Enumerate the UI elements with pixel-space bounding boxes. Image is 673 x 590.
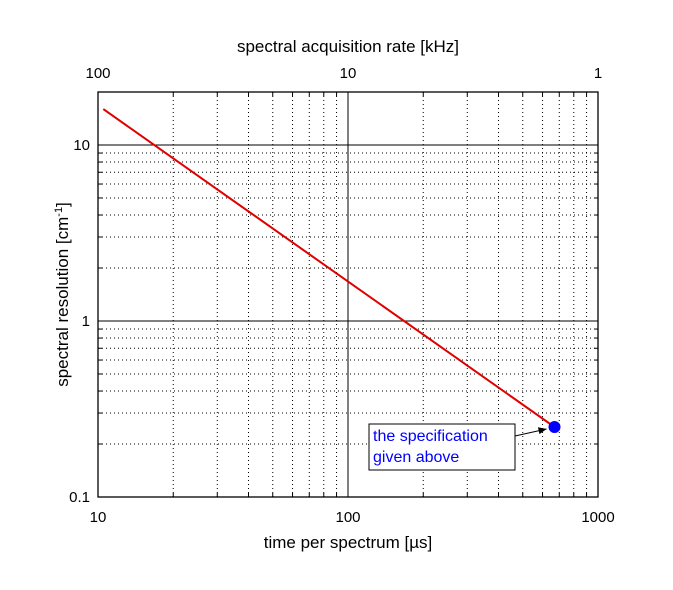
axis-ticks: [97, 91, 598, 498]
annotation-layer: the specification given above: [368, 423, 547, 471]
annotation-box: [368, 423, 516, 471]
x2-tick-label: 1: [594, 65, 602, 82]
y-axis-title: spectral resolution [cm-1]: [53, 202, 72, 387]
annotation-text-line: the specification: [373, 428, 488, 445]
x2-tick-label: 100: [85, 65, 110, 82]
x-tick-label: 100: [335, 509, 360, 526]
x2-tick-label: 10: [340, 65, 357, 82]
x-tick-label: 1000: [581, 509, 614, 526]
y-tick-label: 10: [73, 137, 90, 154]
grid-lines: [98, 92, 598, 497]
highlight-point: [548, 420, 561, 433]
x-tick-label: 10: [90, 509, 107, 526]
tick-labels: 10 100 1000 100 10 1 0.1 1 10: [69, 65, 615, 526]
annotation-text-line: given above: [373, 449, 459, 466]
annotation-arrow-head: [537, 427, 547, 435]
y-axis-title-superscript: -1: [53, 207, 65, 217]
y-tick-label: 1: [82, 313, 90, 330]
top-axis-title: spectral acquisition rate [kHz]: [237, 37, 459, 56]
y-axis-title-end: ]: [53, 202, 72, 207]
series-layer: [102, 108, 561, 433]
y-axis-title-main: spectral resolution [cm: [53, 217, 72, 387]
series-line: [102, 108, 556, 428]
x-axis-title: time per spectrum [µs]: [264, 533, 433, 552]
y-tick-label: 0.1: [69, 489, 90, 506]
